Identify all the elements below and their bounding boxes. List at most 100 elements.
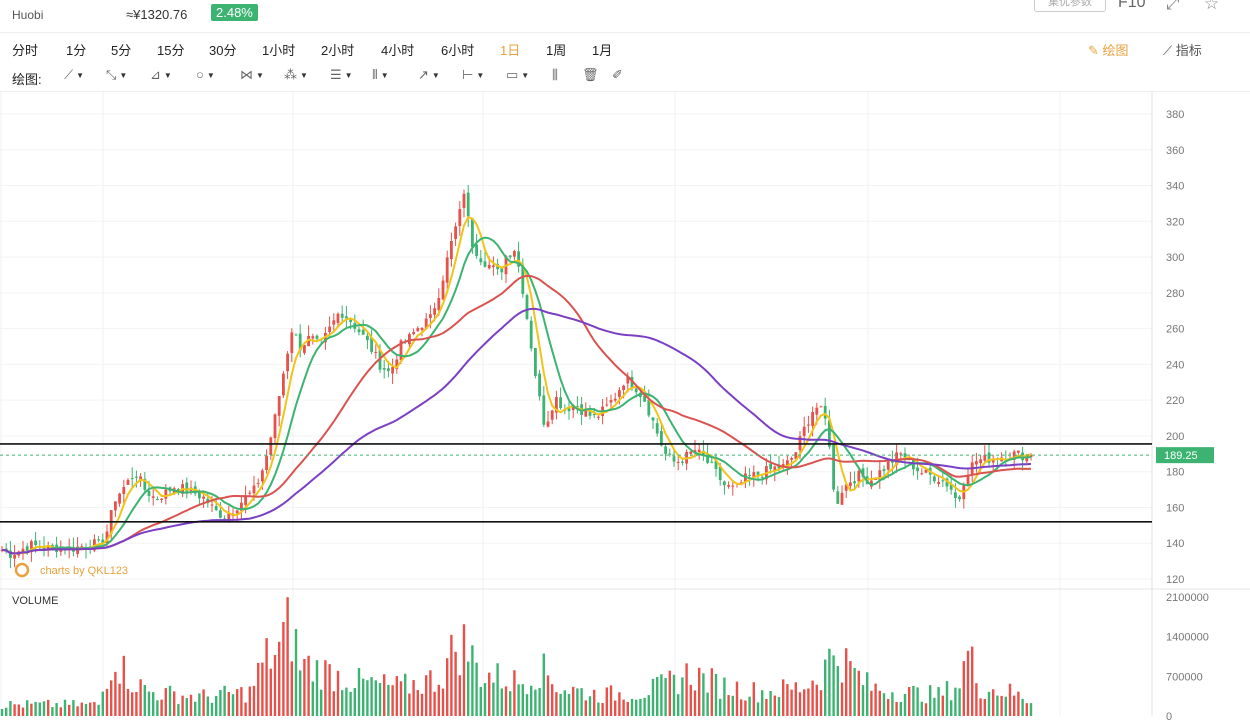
circle-tool-icon[interactable]: ○ ▼: [196, 67, 215, 82]
star-icon[interactable]: ☆: [1204, 0, 1220, 13]
tab-interval-11[interactable]: 1月: [592, 43, 613, 58]
candle-body: [361, 329, 365, 335]
tab-interval-4[interactable]: 30分: [209, 43, 237, 58]
volume-bar: [987, 691, 991, 716]
volume-bar: [866, 672, 869, 716]
eraser-icon[interactable]: ✐: [612, 67, 623, 82]
draw-toggle[interactable]: ✎ 绘图: [1088, 43, 1129, 58]
candle-body: [542, 395, 546, 425]
candle-body: [853, 481, 856, 484]
volume-bar: [252, 685, 256, 716]
pattern-tool-icon[interactable]: ⁂ ▼: [284, 67, 308, 82]
volume-tick-label: 0: [1166, 711, 1172, 723]
volume-bar: [307, 655, 310, 716]
candle-body: [668, 453, 672, 455]
candle-body: [164, 489, 168, 499]
tab-interval-7[interactable]: 4小时: [381, 43, 415, 58]
draw-tools-label: 绘图:: [12, 72, 42, 87]
candle-body: [584, 410, 588, 417]
candle-body: [622, 385, 625, 391]
candle-body: [521, 266, 525, 294]
f10-button[interactable]: F10: [1118, 0, 1146, 11]
measure-tool-icon[interactable]: ⊢ ▼: [462, 67, 485, 82]
trash-icon[interactable]: 🗑: [582, 67, 599, 82]
volume-bar: [68, 704, 71, 716]
tab-interval-3[interactable]: 15分: [157, 43, 185, 58]
chart-canvas[interactable]: 189.25 120 140 160 180 200 220 240 260 280 300 320…: [0, 92, 1250, 727]
tab-interval-6[interactable]: 2小时: [321, 43, 355, 58]
volume-bar: [580, 688, 583, 716]
volume-bar: [811, 680, 814, 716]
expand-icon[interactable]: ⤢: [1166, 0, 1180, 13]
volume-bar: [353, 688, 356, 716]
candle-body: [731, 485, 735, 487]
tab-interval-1[interactable]: 1分: [66, 43, 87, 58]
volume-bar: [903, 693, 907, 716]
arrow-tool-icon[interactable]: ↗ ▼: [418, 67, 440, 82]
volume-bar: [714, 673, 718, 716]
candle-body: [378, 350, 382, 370]
volume-bar: [496, 663, 499, 716]
candle-body: [315, 335, 319, 339]
last-price-tag: [1156, 447, 1214, 464]
line-tool-icon[interactable]: ⟋ ▼: [64, 67, 85, 82]
volume-bar: [971, 646, 974, 716]
candle-body: [261, 470, 264, 482]
volume-bar: [853, 667, 856, 716]
candle-body: [710, 461, 714, 463]
volume-bar: [706, 692, 709, 716]
volume-bar: [555, 692, 558, 716]
candle-body: [634, 388, 638, 393]
volume-bar: [475, 662, 478, 716]
volume-bar: [30, 703, 33, 716]
volume-bar: [693, 690, 697, 716]
volume-bar: [786, 684, 789, 716]
fib-tool-icon[interactable]: ⋈ ▼: [240, 67, 264, 82]
gann-tool-icon[interactable]: ⦀ ▼: [372, 67, 389, 82]
volume-bar: [462, 624, 466, 716]
candle-body: [30, 541, 33, 553]
candle-body: [202, 496, 205, 499]
volume-bar: [777, 697, 781, 716]
volume-bar: [383, 674, 386, 716]
volume-bar: [794, 682, 797, 716]
tab-interval-5[interactable]: 1小时: [262, 43, 296, 58]
price-tick-label: 240: [1166, 359, 1184, 371]
volume-bar: [349, 691, 352, 716]
candle-body: [844, 484, 848, 491]
comment-tool-icon[interactable]: ▭ ▼: [506, 67, 530, 82]
tab-interval-8[interactable]: 6小时: [441, 43, 475, 58]
volume-bar: [735, 681, 739, 716]
candle-body: [475, 244, 478, 256]
channel-tool-icon[interactable]: ⊿ ▼: [150, 67, 172, 82]
tab-interval-10[interactable]: 1周: [546, 43, 567, 58]
volume-bar: [366, 680, 369, 716]
text-tool-icon[interactable]: ☰ ▼: [330, 67, 353, 82]
volume-bar: [1025, 703, 1028, 716]
candle-body: [500, 268, 504, 273]
volume-bar: [189, 694, 193, 716]
tab-interval-0[interactable]: 分时: [12, 43, 39, 58]
volume-bar: [773, 695, 776, 716]
bars-tool-icon[interactable]: ⫼: [552, 67, 558, 82]
candle-body: [618, 390, 621, 397]
candle-body: [790, 458, 793, 460]
volume-label: VOLUME: [12, 595, 58, 607]
candle-body: [290, 332, 294, 353]
volume-bar: [219, 689, 222, 716]
ray-tool-icon[interactable]: ⤡ ▼: [106, 67, 128, 82]
candle-body: [143, 478, 147, 490]
candle-body: [139, 476, 142, 481]
indicator-toggle[interactable]: ⟋ 指标: [1163, 43, 1202, 58]
candle-body: [546, 421, 550, 427]
options-button[interactable]: 集优参数: [1034, 0, 1106, 12]
candle-body: [454, 226, 457, 240]
tab-interval-9[interactable]: 1日: [500, 43, 521, 58]
volume-bar: [311, 681, 314, 716]
candle-body: [744, 473, 747, 483]
tab-interval-2[interactable]: 5分: [111, 43, 132, 58]
candle-body: [760, 476, 764, 478]
candle-body: [781, 463, 785, 468]
candle-body: [160, 498, 163, 500]
candle-body: [739, 482, 743, 484]
